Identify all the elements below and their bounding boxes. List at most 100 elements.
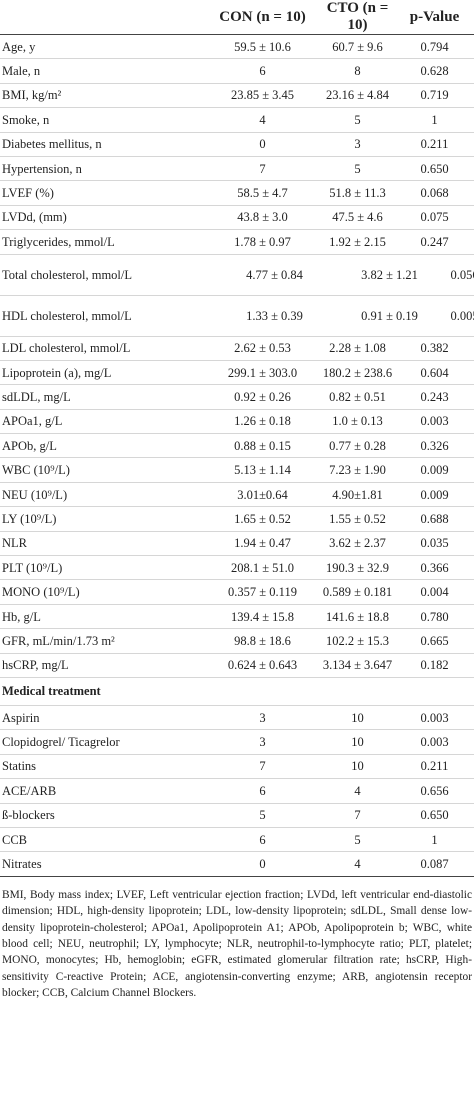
cell-text: Clopidogrel/ Ticagrelor <box>2 735 120 750</box>
table-row: LY (10⁹/L) 1.65 ± 0.52 1.55 ± 0.52 0.688 <box>0 506 474 532</box>
table-row: Total cholesterol, mmol/L 4.77 ± 0.84 3.82… <box>0 254 474 296</box>
value-cell: 190.3 ± 32.9 <box>320 555 395 581</box>
table-row: Diabetes mellitus, n 0 3 0.211 <box>0 132 474 157</box>
value-cell: 1.55 ± 0.52 <box>320 506 395 532</box>
cell-text: 6 <box>259 832 266 847</box>
cell-text: 0.650 <box>420 808 449 823</box>
cell-text: 1 <box>431 832 438 847</box>
value-cell: 4 <box>320 851 395 877</box>
cell-text: 5 <box>259 808 266 823</box>
cell-text: LVDd, (mm) <box>2 210 67 225</box>
value-cell: 0.650 <box>395 156 474 182</box>
cell-text: 0.589 ± 0.181 <box>322 585 393 600</box>
cell-text: 59.5 ± 10.6 <box>234 39 291 54</box>
label-cell: NLR <box>0 531 205 557</box>
cell-text: 3 <box>354 137 361 152</box>
value-cell: 0.91 ± 0.19 <box>320 295 418 337</box>
data-table: CON (n = 10) CTO (n = 10) p-Value Age, y 59… <box>0 0 474 877</box>
value-cell: 0.589 ± 0.181 <box>320 579 395 605</box>
cell-text: 0.326 <box>420 438 449 453</box>
label-cell: BMI, kg/m² <box>0 83 205 109</box>
cell-text: 3.134 ± 3.647 <box>322 658 393 673</box>
cell-text: 0.624 ± 0.643 <box>227 658 298 673</box>
cell-text: 0.77 ± 0.28 <box>329 438 386 453</box>
value-cell: 1.65 ± 0.52 <box>205 506 320 532</box>
cell-text: 1.26 ± 0.18 <box>234 414 291 429</box>
table-row: BMI, kg/m² 23.85 ± 3.45 23.16 ± 4.84 0.719 <box>0 83 474 109</box>
cell-text: 8 <box>354 64 361 79</box>
cell-text: BMI, kg/m² <box>2 88 62 103</box>
label-cell: Hypertension, n <box>0 156 205 182</box>
cell-text: 0.604 <box>420 365 449 380</box>
table-row: WBC (10⁹/L) 5.13 ± 1.14 7.23 ± 1.90 0.009 <box>0 457 474 483</box>
cell-text: 0.056 <box>450 267 474 282</box>
value-cell: 1 <box>395 107 474 133</box>
cell-text: 0.182 <box>420 658 449 673</box>
value-cell: 139.4 ± 15.8 <box>205 604 320 630</box>
table-row: Hypertension, n 7 5 0.650 <box>0 156 474 182</box>
label-cell: GFR, mL/min/1.73 m² <box>0 628 205 654</box>
label-cell: APOa1, g/L <box>0 409 205 435</box>
cell-text: 0.009 <box>420 463 449 478</box>
value-cell: 0.004 <box>395 579 474 605</box>
cell-text: 5 <box>354 112 361 127</box>
cell-text: 0.357 ± 0.119 <box>228 585 297 600</box>
cell-text: 0.82 ± 0.51 <box>329 389 386 404</box>
cell-text: 98.8 ± 18.6 <box>234 633 291 648</box>
value-cell: 4 <box>320 778 395 804</box>
value-cell: 98.8 ± 18.6 <box>205 628 320 654</box>
value-cell: 5 <box>320 156 395 182</box>
value-cell: 0.665 <box>395 628 474 654</box>
value-cell: 0.688 <box>395 506 474 532</box>
cell-text: Statins <box>2 759 37 774</box>
table-row: Clopidogrel/ Ticagrelor 3 10 0.003 <box>0 729 474 755</box>
value-cell: 8 <box>320 58 395 84</box>
section-row: Medical treatment <box>0 677 474 706</box>
value-cell: 10 <box>320 754 395 780</box>
cell-text: APOa1, g/L <box>2 414 63 429</box>
table-row: Nitrates 0 4 0.087 <box>0 851 474 877</box>
cell-text: 139.4 ± 15.8 <box>230 609 295 624</box>
cell-text: Age, y <box>2 39 36 54</box>
value-cell: 3 <box>205 705 320 731</box>
value-cell: 7 <box>205 754 320 780</box>
table-row: NLR 1.94 ± 0.47 3.62 ± 2.37 0.035 <box>0 531 474 557</box>
value-cell: 0.656 <box>395 778 474 804</box>
value-cell: 0.357 ± 0.119 <box>205 579 320 605</box>
cell-text: Aspirin <box>2 710 40 725</box>
cell-text: 208.1 ± 51.0 <box>230 560 295 575</box>
header-cell: CTO (n = 10) <box>320 0 395 35</box>
cell-text: 0.91 ± 0.19 <box>361 308 418 323</box>
cell-text: 1.92 ± 2.15 <box>329 234 386 249</box>
label-cell: LVDd, (mm) <box>0 205 205 231</box>
cell-text: 0.068 <box>420 186 449 201</box>
value-cell: 0.88 ± 0.15 <box>205 433 320 459</box>
value-cell: 0.794 <box>395 34 474 60</box>
value-cell: 0.003 <box>395 409 474 435</box>
label-cell: hsCRP, mg/L <box>0 653 205 678</box>
header-row: CON (n = 10) CTO (n = 10) p-Value <box>0 0 474 35</box>
cell-text: 5 <box>354 161 361 176</box>
cell-text: 4.77 ± 0.84 <box>246 267 303 282</box>
cell-text: 0.003 <box>420 735 449 750</box>
label-cell: Nitrates <box>0 851 205 877</box>
cell-text: 180.2 ± 238.6 <box>322 365 393 380</box>
value-cell: 1 <box>395 827 474 853</box>
cell-text: 0.688 <box>420 511 449 526</box>
value-cell: 0.068 <box>395 180 474 206</box>
table-row: Age, y 59.5 ± 10.6 60.7 ± 9.6 0.794 <box>0 34 474 60</box>
cell-text: 3 <box>259 735 266 750</box>
cell-text: APOb, g/L <box>2 438 57 453</box>
value-cell: 5 <box>320 107 395 133</box>
value-cell: 0.009 <box>395 482 474 508</box>
value-cell: 59.5 ± 10.6 <box>205 34 320 60</box>
value-cell: 1.92 ± 2.15 <box>320 229 395 255</box>
value-cell: 299.1 ± 303.0 <box>205 360 320 386</box>
value-cell: 2.62 ± 0.53 <box>205 336 320 361</box>
value-cell: 180.2 ± 238.6 <box>320 360 395 386</box>
cell-text: 4 <box>354 857 361 872</box>
table-body: Age, y 59.5 ± 10.6 60.7 ± 9.6 0.794 Male, n 6… <box>0 34 474 877</box>
label-cell: Hb, g/L <box>0 604 205 630</box>
value-cell: 0.005 <box>395 295 474 337</box>
cell-text: 6 <box>259 64 266 79</box>
